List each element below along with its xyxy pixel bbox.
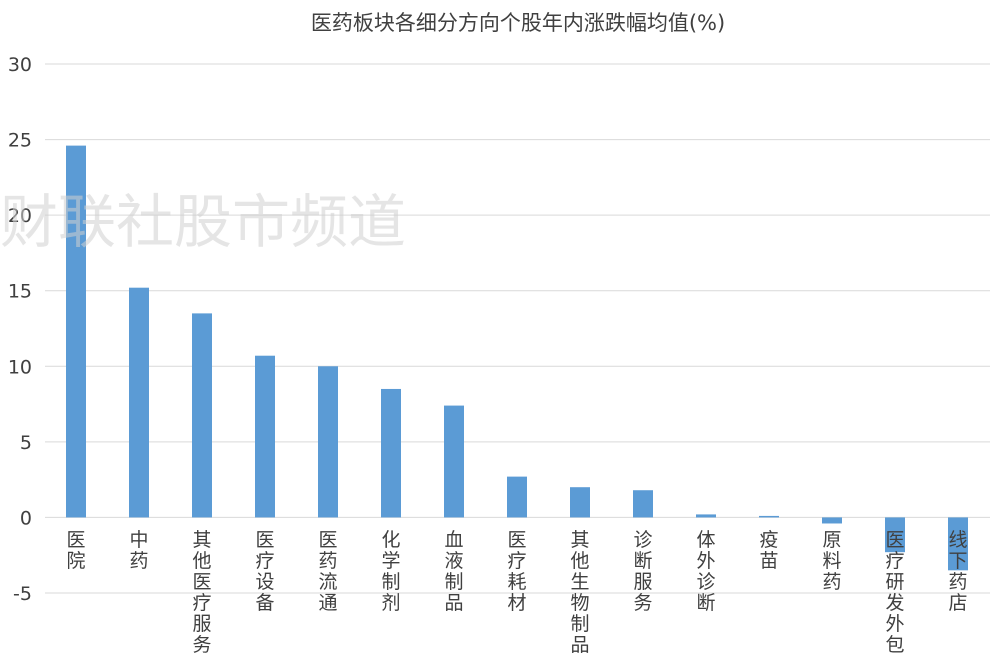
bar-14 [948, 517, 968, 571]
y-axis-ticks: -5 0 5 10 15 20 25 30 [8, 54, 32, 605]
bar-1 [129, 287, 149, 518]
y-tick-label: 15 [8, 281, 32, 303]
x-tick-label: 医疗研发外包 [885, 529, 904, 656]
x-tick-label: 其他医疗服务 [192, 529, 211, 656]
y-tick-label: 30 [8, 54, 32, 76]
watermark: 财联社股市频道 [0, 188, 406, 256]
x-tick-label: 医疗耗材 [507, 529, 526, 614]
bar-13 [885, 517, 905, 553]
y-tick-label: 25 [8, 130, 32, 152]
x-tick-label: 化学制剂 [381, 529, 400, 614]
x-axis-labels: 医院 中药 其他医疗服务 医疗设备 医药流通 化学制剂 血液制品 医疗耗材 其他生物制品 诊断服务… [66, 529, 967, 656]
x-tick-label: 体外诊断 [696, 529, 715, 614]
y-tick-label: 0 [20, 507, 32, 529]
bar-12 [822, 517, 842, 524]
x-tick-label: 其他生物制品 [570, 529, 589, 656]
x-tick-label: 中药 [129, 529, 148, 572]
bars [66, 145, 968, 571]
x-tick-label: 原料药 [822, 529, 841, 593]
y-tick-label: -5 [13, 583, 32, 605]
bar-0 [66, 145, 86, 518]
x-tick-label: 医药流通 [318, 529, 337, 614]
x-tick-label: 线下药店 [948, 529, 967, 614]
x-tick-label: 血液制品 [444, 529, 463, 614]
bar-4 [318, 366, 338, 518]
x-tick-label: 医院 [66, 529, 85, 572]
bar-5 [381, 388, 401, 518]
bar-10 [696, 514, 716, 518]
bar-8 [570, 487, 590, 518]
bar-3 [255, 355, 275, 518]
x-tick-label: 疫苗 [759, 529, 778, 572]
y-tick-label: 20 [8, 205, 32, 227]
y-tick-label: 10 [8, 356, 32, 378]
x-tick-label: 医疗设备 [255, 529, 274, 614]
bar-6 [444, 405, 464, 518]
y-tick-label: 5 [20, 432, 32, 454]
bar-9 [633, 490, 653, 518]
bar-2 [192, 313, 212, 518]
chart-title: 医药板块各细分方向个股年内涨跌幅均值(%) [311, 11, 725, 35]
bar-7 [507, 476, 527, 518]
x-tick-label: 诊断服务 [633, 529, 652, 614]
bar-11 [759, 515, 779, 518]
